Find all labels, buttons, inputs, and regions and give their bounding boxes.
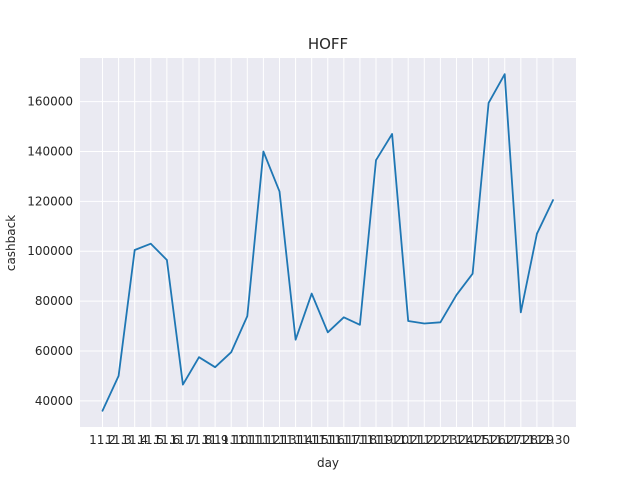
y-tick-label: 60000 xyxy=(35,344,73,358)
x-tick-label: 11.28 xyxy=(504,433,538,447)
x-tick-label: 11.8 xyxy=(186,433,213,447)
x-tick-label: 11.22 xyxy=(407,433,441,447)
x-tick-label: 11.4 xyxy=(121,433,148,447)
y-tick-label: 140000 xyxy=(27,144,73,158)
grid xyxy=(80,58,576,427)
x-tick-label: 11.27 xyxy=(488,433,522,447)
x-tick-label: 11.17 xyxy=(327,433,361,447)
x-tick-label: 11.9 xyxy=(202,433,229,447)
y-axis-ticks: 40000 60000 80000 100000 120000 140000 160000 xyxy=(27,95,73,408)
x-tick-label: 11.5 xyxy=(137,433,164,447)
x-tick-label: 11.16 xyxy=(311,433,345,447)
x-tick-label: 11.13 xyxy=(262,433,296,447)
x-tick-label: 11.19 xyxy=(359,433,393,447)
y-tick-label: 40000 xyxy=(35,394,73,408)
x-tick-label: 11.10 xyxy=(214,433,248,447)
x-tick-label: 11.29 xyxy=(520,433,554,447)
cashback-line xyxy=(101,73,554,412)
x-axis-ticks: 11.211.311.411.511.611.711.811.911.1011.… xyxy=(89,433,570,447)
x-tick-label: 11.3 xyxy=(105,433,132,447)
x-tick-label: 11.21 xyxy=(391,433,425,447)
x-tick-label: 11.30 xyxy=(536,433,570,447)
y-tick-label: 80000 xyxy=(35,294,73,308)
x-tick-label: 11.25 xyxy=(455,433,489,447)
x-tick-label: 11.11 xyxy=(230,433,264,447)
x-axis-label: day xyxy=(317,456,339,470)
x-tick-label: 11.15 xyxy=(294,433,328,447)
x-tick-label: 11.6 xyxy=(153,433,180,447)
x-tick-label: 11.24 xyxy=(439,433,473,447)
chart-title: HOFF xyxy=(308,35,348,53)
x-tick-label: 11.26 xyxy=(471,433,505,447)
x-tick-label: 11.18 xyxy=(343,433,377,447)
x-tick-label: 11.23 xyxy=(423,433,457,447)
x-tick-label: 11.7 xyxy=(170,433,197,447)
x-tick-label: 11.20 xyxy=(375,433,409,447)
y-tick-label: 100000 xyxy=(27,244,73,258)
x-tick-label: 11.12 xyxy=(246,433,280,447)
x-tick-label: 11.2 xyxy=(89,433,116,447)
x-tick-label: 11.14 xyxy=(278,433,312,447)
y-tick-label: 160000 xyxy=(27,95,73,109)
y-axis-label: cashback xyxy=(4,215,18,271)
y-tick-label: 120000 xyxy=(27,194,73,208)
